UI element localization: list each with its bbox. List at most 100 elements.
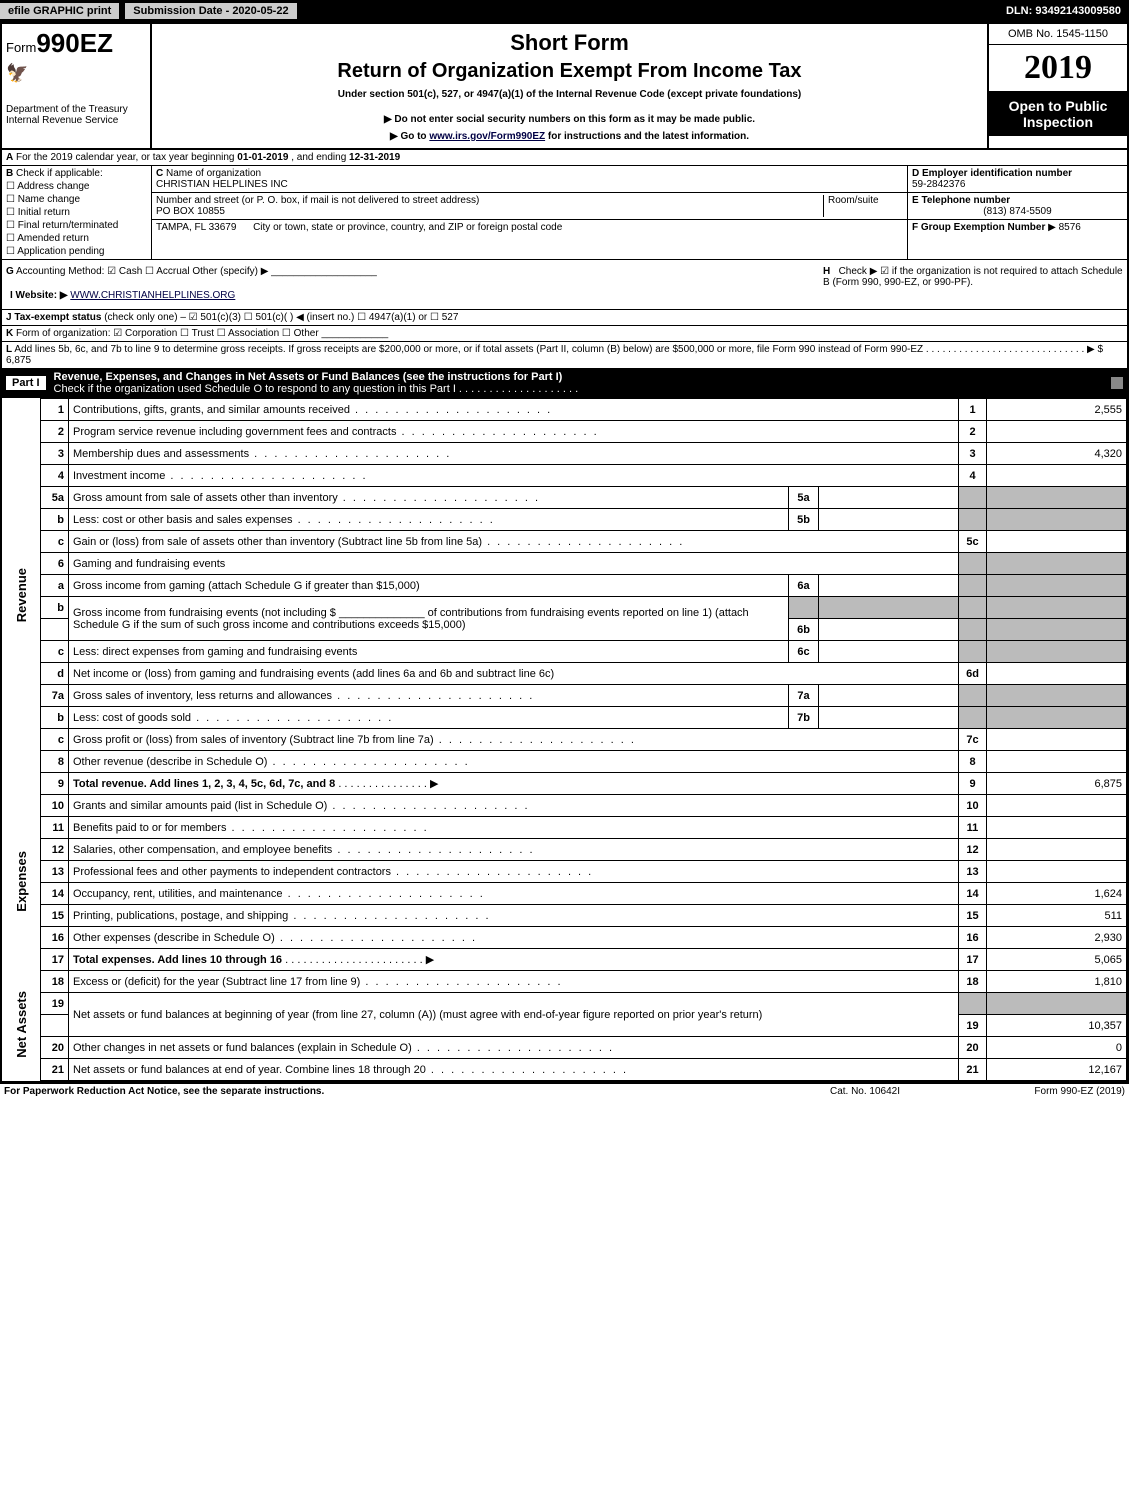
website-link[interactable]: WWW.CHRISTIANHELPLINES.ORG <box>70 290 235 301</box>
omb-number: OMB No. 1545-1150 <box>989 24 1127 45</box>
r6a-rval <box>987 575 1127 597</box>
r5a-rval <box>987 487 1127 509</box>
r5c-rnum: 5c <box>959 531 987 553</box>
r17-desc: Total expenses. Add lines 10 through 16 … <box>69 949 959 971</box>
r3-desc: Membership dues and assessments <box>69 443 959 465</box>
r7b-rnum <box>959 707 987 729</box>
r15-rnum: 15 <box>959 905 987 927</box>
r7a-num: 7a <box>41 685 69 707</box>
r7a-desc: Gross sales of inventory, less returns a… <box>69 685 789 707</box>
form-container: Form990EZ 🦅 Department of the Treasury I… <box>0 22 1129 1083</box>
chk-application-pending[interactable]: ☐ Application pending <box>6 246 147 257</box>
r19-num: 19 <box>41 993 69 1015</box>
r5a-num: 5a <box>41 487 69 509</box>
r19-desc: Net assets or fund balances at beginning… <box>69 993 959 1037</box>
line-j: J Tax-exempt status (check only one) – ☑… <box>2 310 1127 326</box>
r14-desc: Occupancy, rent, utilities, and maintena… <box>69 883 959 905</box>
r11-val <box>987 817 1127 839</box>
row-18: Net Assets 18 Excess or (deficit) for th… <box>2 971 1127 993</box>
r10-num: 10 <box>41 795 69 817</box>
r6c-rnum <box>959 641 987 663</box>
r6a-mn: 6a <box>789 575 819 597</box>
r6d-val <box>987 663 1127 685</box>
org-address: PO BOX 10855 <box>156 206 225 217</box>
r4-num: 4 <box>41 465 69 487</box>
r6d-num: d <box>41 663 69 685</box>
r7a-rnum <box>959 685 987 707</box>
r6a-desc: Gross income from gaming (attach Schedul… <box>69 575 789 597</box>
label-h: H <box>823 266 830 277</box>
revenue-side-label: Revenue <box>2 399 41 795</box>
goto-pre: ▶ Go to <box>390 131 429 142</box>
ein: 59-2842376 <box>912 179 965 190</box>
efile-print-button[interactable]: efile GRAPHIC print <box>0 3 121 19</box>
chk-final-return-label: Final return/terminated <box>18 220 119 231</box>
netassets-side-label: Net Assets <box>2 971 41 1081</box>
r9-rnum: 9 <box>959 773 987 795</box>
r6b2-rval <box>987 619 1127 641</box>
expenses-label-text: Expenses <box>14 851 29 912</box>
chk-address-change[interactable]: ☐ Address change <box>6 181 147 192</box>
r19b-num <box>41 1015 69 1037</box>
r7a-rval <box>987 685 1127 707</box>
part-1-checkbox[interactable] <box>1111 377 1123 389</box>
r1-rnum: 1 <box>959 399 987 421</box>
r5c-desc: Gain or (loss) from sale of assets other… <box>69 531 959 553</box>
r7c-rnum: 7c <box>959 729 987 751</box>
block-b: B Check if applicable: ☐ Address change … <box>2 166 152 259</box>
r18-rnum: 18 <box>959 971 987 993</box>
form-990ez: 990EZ <box>36 28 113 58</box>
k-label: K <box>6 328 13 339</box>
r5a-mn: 5a <box>789 487 819 509</box>
r5a-mv <box>819 487 959 509</box>
block-e: E Telephone number (813) 874-5509 <box>908 193 1127 220</box>
r3-num: 3 <box>41 443 69 465</box>
r20-rnum: 20 <box>959 1037 987 1059</box>
row-6c: c Less: direct expenses from gaming and … <box>2 641 1127 663</box>
r7a-mn: 7a <box>789 685 819 707</box>
line-i: I Website: ▶ WWW.CHRISTIANHELPLINES.ORG <box>6 288 823 303</box>
footer-right: Form 990-EZ (2019) <box>965 1086 1125 1097</box>
chk-initial-return[interactable]: ☐ Initial return <box>6 207 147 218</box>
form-number: Form990EZ <box>6 28 146 59</box>
r6d-rnum: 6d <box>959 663 987 685</box>
r20-val: 0 <box>987 1037 1127 1059</box>
footer-left: For Paperwork Reduction Act Notice, see … <box>4 1086 765 1097</box>
r6a-num: a <box>41 575 69 597</box>
dln: DLN: 93492143009580 <box>998 3 1129 19</box>
r18-val: 1,810 <box>987 971 1127 993</box>
f-label: F Group Exemption Number <box>912 222 1045 233</box>
r8-num: 8 <box>41 751 69 773</box>
header-middle: Short Form Return of Organization Exempt… <box>152 24 987 148</box>
part-1-title: Revenue, Expenses, and Changes in Net As… <box>54 371 579 395</box>
r6b-rval <box>987 597 1127 619</box>
r6c-mv <box>819 641 959 663</box>
r5c-num: c <box>41 531 69 553</box>
row-5b: b Less: cost or other basis and sales ex… <box>2 509 1127 531</box>
r6b2-rnum <box>959 619 987 641</box>
room-suite: Room/suite <box>823 195 903 217</box>
r9-val: 6,875 <box>987 773 1127 795</box>
r19a-rnum <box>959 993 987 1015</box>
chk-final-return[interactable]: ☐ Final return/terminated <box>6 220 147 231</box>
row-11: 11 Benefits paid to or for members 11 <box>2 817 1127 839</box>
row-2: 2 Program service revenue including gove… <box>2 421 1127 443</box>
r6-desc: Gaming and fundraising events <box>69 553 959 575</box>
row-5a: 5a Gross amount from sale of assets othe… <box>2 487 1127 509</box>
r5b-rval <box>987 509 1127 531</box>
block-def: D Employer identification number 59-2842… <box>907 166 1127 259</box>
d-label: D Employer identification number <box>912 168 1072 179</box>
r10-desc: Grants and similar amounts paid (list in… <box>69 795 959 817</box>
r19-rnum: 19 <box>959 1015 987 1037</box>
c-name-label: Name of organization <box>166 168 261 179</box>
r6-rval <box>987 553 1127 575</box>
irs-link[interactable]: www.irs.gov/Form990EZ <box>429 131 545 142</box>
row-19a: 19 Net assets or fund balances at beginn… <box>2 993 1127 1015</box>
r21-rnum: 21 <box>959 1059 987 1081</box>
chk-amended-return[interactable]: ☐ Amended return <box>6 233 147 244</box>
r6c-mn: 6c <box>789 641 819 663</box>
chk-name-change[interactable]: ☐ Name change <box>6 194 147 205</box>
r6c-num: c <box>41 641 69 663</box>
k-text: Form of organization: ☑ Corporation ☐ Tr… <box>16 328 319 339</box>
r7c-val <box>987 729 1127 751</box>
